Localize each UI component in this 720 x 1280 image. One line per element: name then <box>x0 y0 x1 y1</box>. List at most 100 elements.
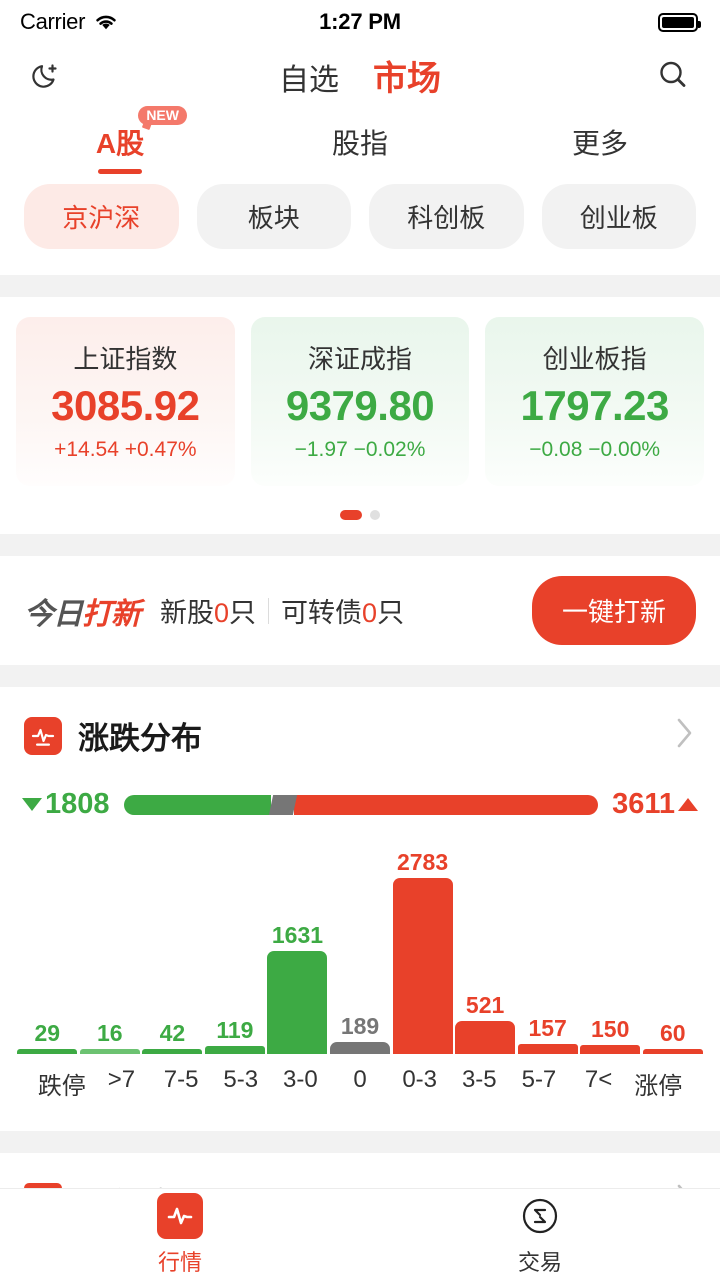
moon-icon <box>32 64 57 88</box>
tab-more[interactable]: 更多 <box>480 112 720 178</box>
dark-mode-toggle[interactable] <box>24 52 70 98</box>
index-value: 3085.92 <box>51 382 200 429</box>
chart-bar-value: 60 <box>659 1020 686 1046</box>
tab-a-shares[interactable]: A股 NEW <box>0 106 240 178</box>
chart-bar <box>580 1045 641 1054</box>
status-bar: Carrier 1:27 PM <box>0 0 720 44</box>
status-bar-left: Carrier <box>20 9 119 35</box>
triangle-down-icon <box>22 798 42 811</box>
chart-bottom-padding <box>0 1101 720 1131</box>
page-dot[interactable] <box>370 510 380 520</box>
chart-x-label: 5-7 <box>521 1066 557 1093</box>
convertible-count: 0 <box>362 598 378 628</box>
chart-x-label: 涨停 <box>634 1073 683 1100</box>
index-name: 深证成指 <box>308 344 413 374</box>
chart-x-label: 跌停 <box>37 1073 86 1100</box>
chart-bar <box>392 878 453 1054</box>
ipo-counts: 新股0只 可转债0只 <box>160 591 404 630</box>
chart-bar-value: 16 <box>97 1020 123 1046</box>
tab-more-label: 更多 <box>571 128 628 159</box>
chart-bar-column: 16 <box>79 1022 142 1054</box>
index-cards-section: 上证指数 3085.92 +14.54 +0.47% 深证成指 9379.80 … <box>0 297 720 492</box>
section-divider <box>0 275 720 297</box>
chart-bars: 29 16 42 119 1631 189 2783 521 157 150 60 <box>16 839 704 1054</box>
carousel-page-indicator <box>0 492 720 534</box>
tab-a-shares-label: A股 NEW <box>96 106 187 162</box>
chart-bar-column: 2783 <box>391 851 454 1054</box>
nav-item-trade-label: 交易 <box>517 1249 562 1275</box>
search-button[interactable] <box>650 52 696 98</box>
market-filter-chips: 京沪深 板块 科创板 创业板 <box>0 178 720 275</box>
chevron-right-icon[interactable] <box>674 716 696 755</box>
category-tabs: A股 NEW 股指 更多 <box>0 106 720 178</box>
ipo-subscription-row: 今日打新 新股0只 可转债0只 一键打新 <box>0 556 720 665</box>
chip-bankuai[interactable]: 板块 <box>196 184 351 249</box>
declining-count-value: 1808 <box>45 788 110 820</box>
chart-bar <box>142 1049 203 1054</box>
pulse-icon <box>157 1192 203 1239</box>
tab-index-label: 股指 <box>331 128 388 159</box>
new-stock-count-text: 新股0只 <box>160 591 256 630</box>
index-value: 9379.80 <box>285 382 435 429</box>
nav-item-market[interactable]: 行情 <box>0 1189 360 1280</box>
section-divider <box>0 534 720 556</box>
chart-bar <box>79 1049 140 1054</box>
distribution-header[interactable]: 涨跌分布 <box>0 687 720 766</box>
app-header: 自选 市场 <box>0 44 720 106</box>
convertible-label: 可转债 <box>281 598 363 628</box>
index-card-shanghai[interactable]: 上证指数 3085.92 +14.54 +0.47% <box>16 317 235 486</box>
chart-x-label: 0 <box>353 1066 367 1093</box>
chart-bar-column: 157 <box>516 1017 579 1054</box>
index-card-chinext[interactable]: 创业板指 1797.23 −0.08 −0.00% <box>485 317 705 486</box>
convertible-count-text: 可转债0只 <box>281 591 404 630</box>
pulse-monitor-icon <box>24 716 62 755</box>
chart-bar-value: 119 <box>216 1017 254 1043</box>
page-dot-active[interactable] <box>340 510 362 520</box>
carrier-label: Carrier <box>20 9 86 34</box>
chart-bar-column: 60 <box>641 1022 704 1054</box>
ipo-logo-subscribe: 打新 <box>82 597 141 631</box>
battery-icon <box>658 12 701 32</box>
index-change: −0.08 −0.00% <box>529 438 661 461</box>
section-divider <box>0 665 720 687</box>
search-icon <box>660 61 686 87</box>
distribution-bar-chart: 29 16 42 119 1631 189 2783 521 157 150 60 跌停 >7 7-5 5… <box>0 831 720 1101</box>
chart-bar-value: 150 <box>591 1016 630 1042</box>
chip-kechuangban[interactable]: 科创板 <box>369 184 524 249</box>
ratio-bar-advancing <box>294 794 599 815</box>
tab-market[interactable]: 市场 <box>373 59 441 98</box>
chart-bar-column: 150 <box>579 1018 642 1054</box>
new-stock-count: 0 <box>214 598 230 628</box>
convertible-unit: 只 <box>377 598 405 628</box>
chart-bar-value: 29 <box>34 1020 61 1046</box>
index-card-shenzhen[interactable]: 深证成指 9379.80 −1.97 −0.02% <box>250 317 470 486</box>
tab-watchlist[interactable]: 自选 <box>279 63 339 97</box>
chart-bar <box>455 1021 516 1054</box>
ratio-bar-unchanged <box>268 794 297 815</box>
index-cards-row: 上证指数 3085.92 +14.54 +0.47% 深证成指 9379.80 … <box>16 317 705 486</box>
chip-jinghushen[interactable]: 京沪深 <box>24 184 179 249</box>
ratio-bar-declining <box>123 794 271 815</box>
chart-bar-column: 29 <box>16 1022 79 1054</box>
tab-index[interactable]: 股指 <box>240 112 480 178</box>
distribution-section: 涨跌分布 1808 3611 29 16 42 119 1631 189 2783 521 15… <box>0 687 720 1131</box>
index-name: 上证指数 <box>73 344 178 374</box>
chart-bar-column: 119 <box>204 1019 267 1054</box>
index-change: +14.54 +0.47% <box>54 438 197 461</box>
one-click-subscribe-button[interactable]: 一键打新 <box>531 576 696 645</box>
index-value: 1797.23 <box>520 382 670 429</box>
nav-item-trade[interactable]: 交易 <box>360 1189 720 1280</box>
declining-count: 1808 <box>22 788 110 821</box>
ipo-logo: 今日打新 <box>24 589 141 633</box>
chart-bar-column: 1631 <box>266 924 329 1054</box>
chip-chuangyeban[interactable]: 创业板 <box>541 184 696 249</box>
advancing-count: 3611 <box>612 788 698 821</box>
chart-bar-value: 2783 <box>396 849 449 875</box>
chart-bar <box>267 951 328 1054</box>
chart-bar <box>642 1049 703 1054</box>
index-change: −1.97 −0.02% <box>294 438 426 461</box>
chart-x-label: 0-3 <box>402 1066 437 1093</box>
new-stock-label: 新股 <box>160 598 214 628</box>
chart-bar <box>517 1044 578 1054</box>
